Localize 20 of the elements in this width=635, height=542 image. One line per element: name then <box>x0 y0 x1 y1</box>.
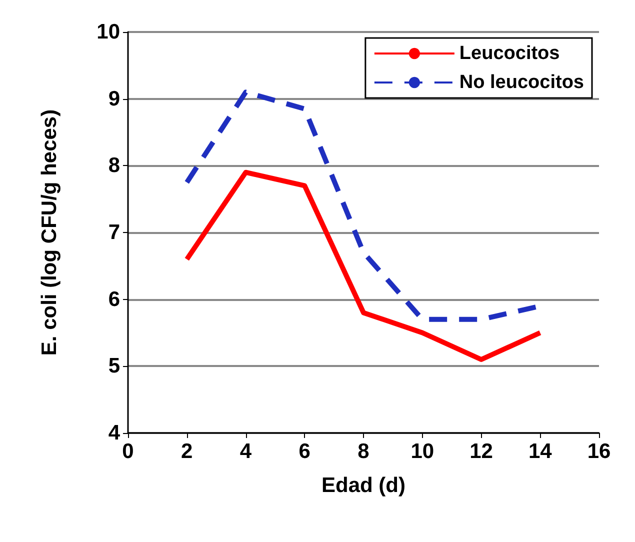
x-tick-label: 16 <box>587 440 611 463</box>
x-tick-label: 0 <box>122 440 134 463</box>
y-axis-title: E. coli (log CFU/g heces) <box>38 109 61 356</box>
y-tick-label: 5 <box>108 354 120 378</box>
y-tick-label: 4 <box>108 422 120 444</box>
x-axis-title: Edad (d) <box>322 474 406 497</box>
x-tick-label: 4 <box>240 440 252 463</box>
legend-label: Leucocitos <box>459 43 560 64</box>
x-tick-label: 10 <box>410 440 434 463</box>
y-tick-label: 6 <box>108 288 120 311</box>
y-tick-label: 8 <box>108 154 120 178</box>
x-tick-label: 2 <box>181 440 193 463</box>
y-tick-label: 10 <box>96 20 120 44</box>
y-tick-label: 9 <box>108 87 120 110</box>
legend-label: No leucocitos <box>459 72 584 93</box>
x-tick-label: 12 <box>470 440 493 463</box>
x-tick-label: 6 <box>298 440 310 463</box>
y-tick-label: 7 <box>108 221 120 244</box>
x-tick-label: 8 <box>358 440 370 463</box>
x-tick-label: 14 <box>528 440 552 463</box>
